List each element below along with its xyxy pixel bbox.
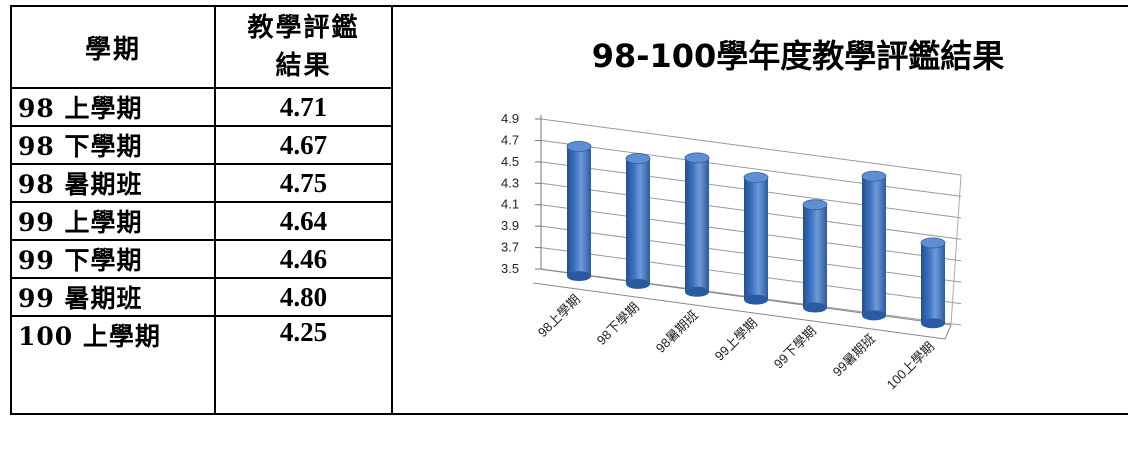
y-tick-label: 4.5 — [501, 154, 519, 169]
term-cell: 98 上學期 — [10, 87, 216, 127]
score-cell: 4.67 — [214, 125, 393, 165]
bar-top — [566, 141, 592, 152]
category-label: 99下學期 — [771, 323, 819, 371]
table-row: 100 上學期 4.25 — [10, 315, 1128, 415]
y-tick-label: 4.7 — [501, 132, 519, 147]
bar-body — [803, 204, 827, 308]
bar — [802, 199, 828, 313]
table-row: 99 暑期班 4.80 — [10, 277, 1128, 317]
bar-chart: 98-100學年度教學評鑑結果 3.5 3.7 3.9 4.1 4.3 4.5 4.7 4.9… — [501, 37, 1005, 393]
category-label: 98下學期 — [594, 299, 642, 347]
table-row: 98 下學期 4.67 — [10, 125, 1128, 165]
category-label: 98上學期 — [535, 292, 583, 340]
bar-top — [802, 199, 828, 211]
bar-body — [921, 242, 945, 324]
back-wall-right-edge — [950, 174, 962, 326]
bar-top — [861, 170, 887, 182]
term-cell: 99 上學期 — [10, 201, 216, 241]
term-cell: 99 下學期 — [10, 239, 216, 279]
header-term: 學期 — [10, 5, 216, 89]
header-score-line1: 教學評鑑 — [247, 13, 360, 43]
bar-base — [567, 271, 591, 282]
y-tick-label: 4.9 — [501, 111, 519, 126]
table-row: 99 下學期 4.46 — [10, 239, 1128, 279]
score-cell: 4.25 — [214, 315, 393, 415]
bar-base — [862, 310, 886, 321]
bar — [625, 153, 651, 289]
bar-base — [685, 286, 709, 297]
bar-body — [744, 177, 768, 300]
y-tick-label: 3.7 — [501, 240, 519, 255]
category-label: 98暑期班 — [653, 307, 701, 355]
bar-base — [744, 294, 768, 305]
category-label: 99暑期班 — [830, 331, 878, 379]
bar-top — [684, 152, 710, 164]
table-row: 98 上學期 4.71 — [10, 87, 1128, 127]
score-cell: 4.64 — [214, 201, 393, 241]
bar — [566, 141, 592, 282]
evaluation-table: 學期 教學評鑑 結果 98-100學年度教學評鑑結果 3.5 3.7 3.9 4.1 4… — [10, 5, 1128, 415]
bar — [684, 152, 710, 297]
term-cell: 99 暑期班 — [10, 277, 216, 317]
bar-body — [626, 158, 650, 284]
score-cell: 4.46 — [214, 239, 393, 279]
bar-body — [567, 146, 591, 277]
category-label: 99上學期 — [712, 315, 760, 363]
y-tick-labels: 3.5 3.7 3.9 4.1 4.3 4.5 4.7 4.9 — [501, 111, 519, 276]
chart-title: 98-100學年度教學評鑑結果 — [592, 37, 1005, 75]
floor-front-edge — [532, 282, 946, 340]
bar-base — [921, 318, 945, 329]
y-tick-label: 3.5 — [501, 261, 519, 276]
bar-base — [803, 302, 827, 313]
bar-series — [566, 141, 946, 329]
bar-top — [625, 153, 651, 164]
table-row: 98 暑期班 4.75 — [10, 163, 1128, 203]
bar-body — [862, 176, 886, 316]
gridline — [540, 139, 962, 197]
y-tick-label: 4.1 — [501, 197, 519, 212]
header-score: 教學評鑑 結果 — [214, 5, 393, 89]
bar-body — [685, 157, 709, 292]
y-tick-label: 3.9 — [501, 218, 519, 233]
score-cell: 4.75 — [214, 163, 393, 203]
score-cell: 4.71 — [214, 87, 393, 127]
category-label: 100上學期 — [884, 339, 938, 393]
y-tick-label: 4.3 — [501, 175, 519, 190]
chart-cell: 98-100學年度教學評鑑結果 3.5 3.7 3.9 4.1 4.3 4.5 4.7 4.9… — [391, 5, 1128, 415]
term-cell: 98 下學期 — [10, 125, 216, 165]
bar-top — [920, 237, 946, 249]
term-cell: 98 暑期班 — [10, 163, 216, 203]
bar — [743, 172, 769, 305]
bar-base — [626, 278, 650, 289]
table-row: 99 上學期 4.64 — [10, 201, 1128, 241]
bar-top — [743, 172, 769, 183]
bar — [920, 237, 946, 329]
bar — [861, 170, 887, 321]
header-score-line2: 結果 — [275, 51, 332, 81]
score-cell: 4.80 — [214, 277, 393, 317]
gridline — [540, 118, 962, 176]
term-cell: 100 上學期 — [10, 315, 216, 415]
floor-side-edge — [944, 324, 952, 340]
